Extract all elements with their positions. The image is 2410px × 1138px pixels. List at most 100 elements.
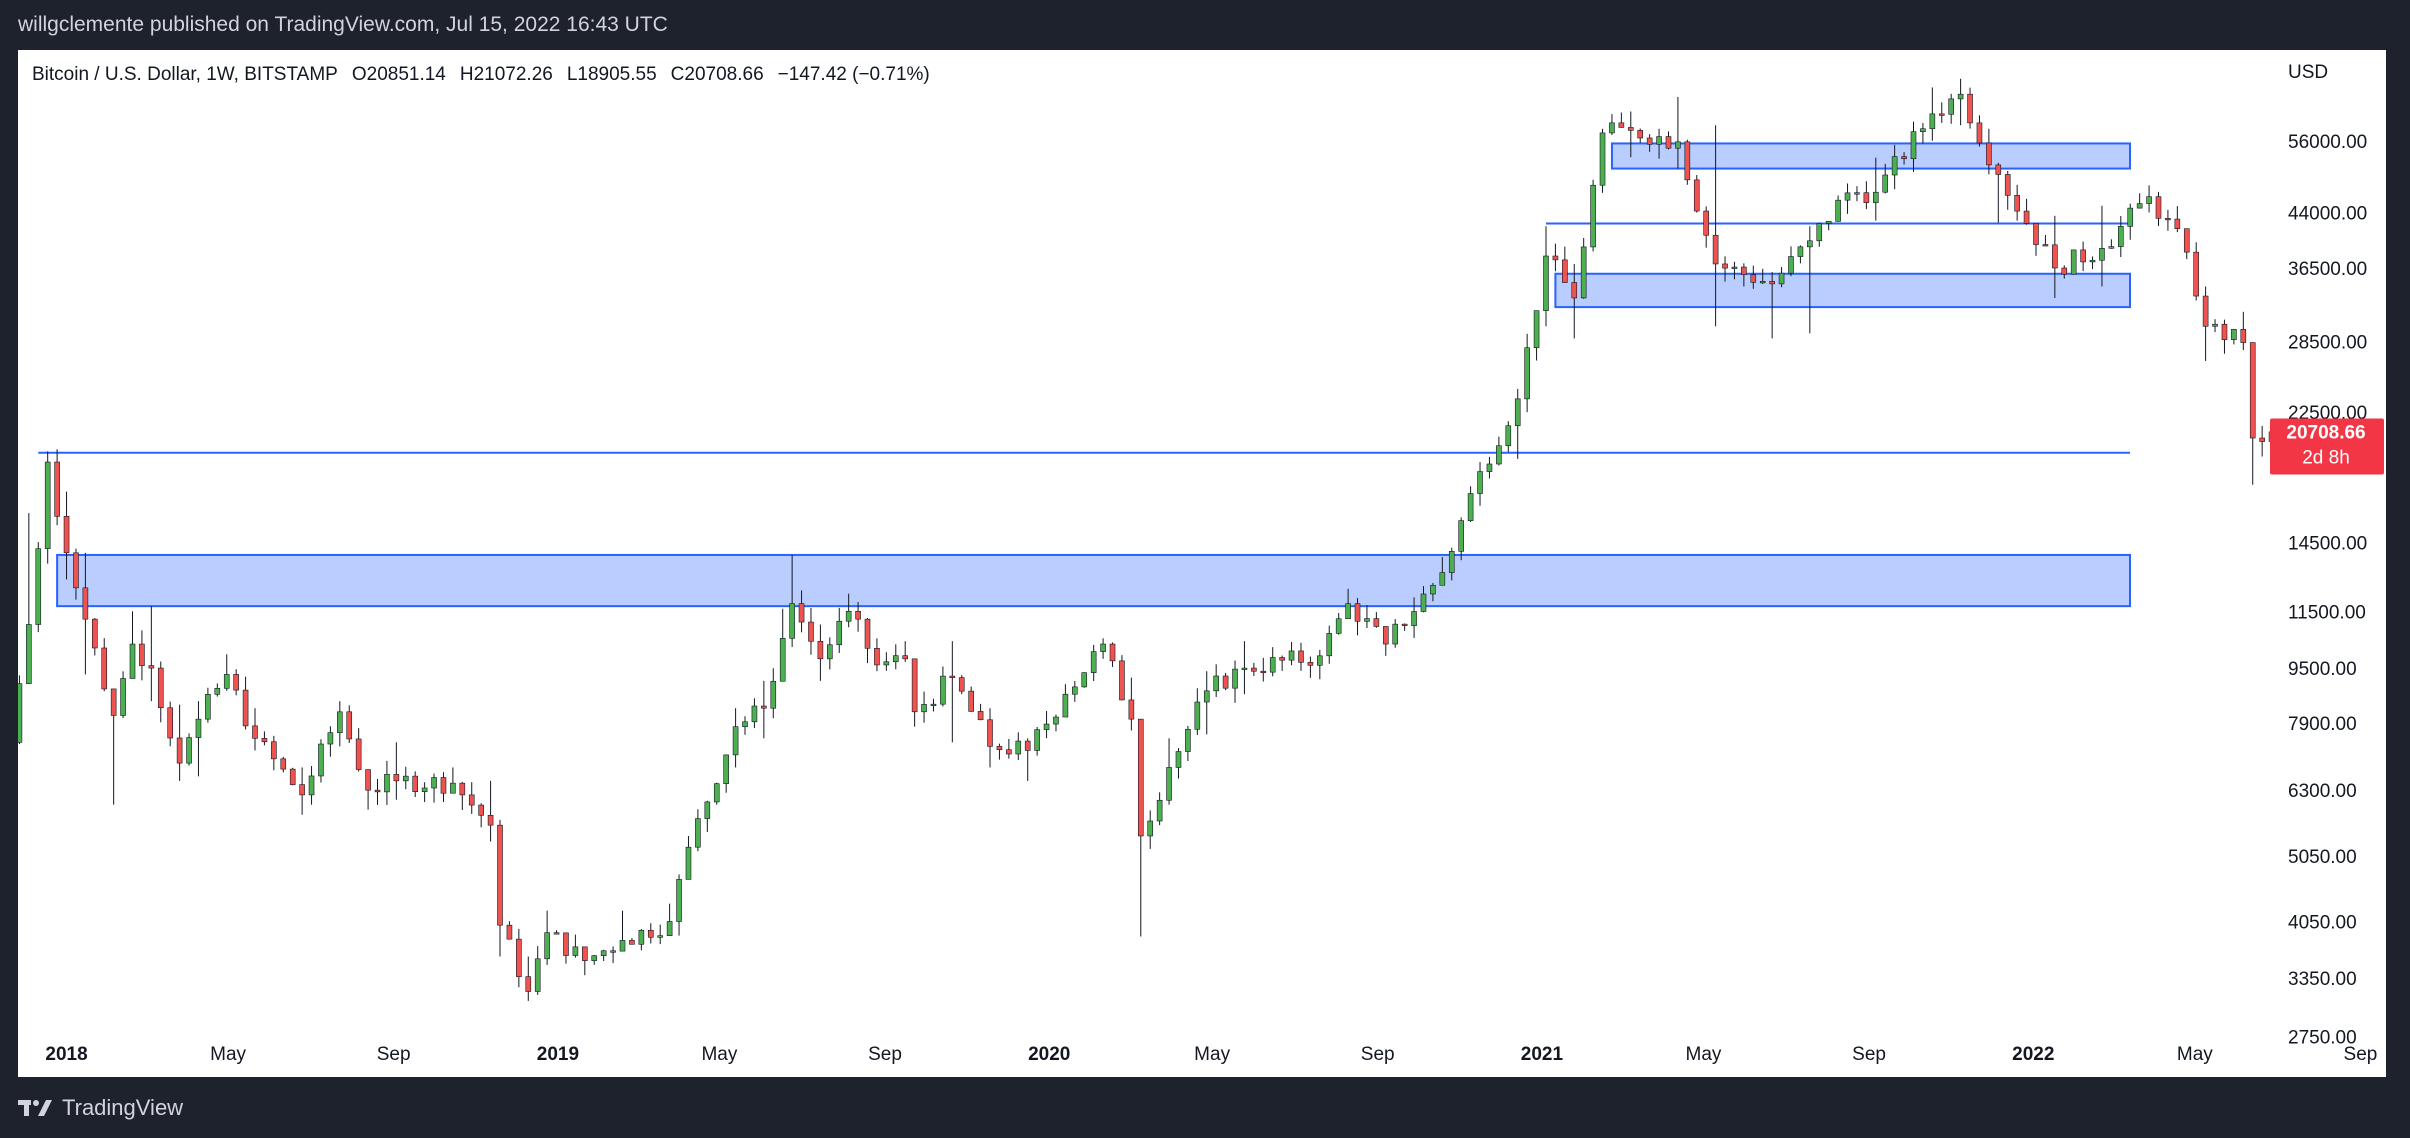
candle-body <box>789 603 795 639</box>
candle <box>1477 462 1483 506</box>
candle-body <box>1015 740 1022 755</box>
candle-body <box>761 705 767 709</box>
candle-body <box>233 674 239 691</box>
candle-body <box>1656 136 1662 145</box>
candle-body <box>544 932 550 960</box>
candle <box>723 754 729 793</box>
candle-body <box>1872 191 1879 203</box>
candle <box>412 771 418 798</box>
candle <box>902 641 909 662</box>
candle-body <box>2155 196 2162 219</box>
candle <box>968 686 974 712</box>
candle <box>1279 655 1285 671</box>
candle-body <box>1637 130 1644 139</box>
candle-body <box>2004 174 2011 196</box>
candle-body <box>798 603 805 623</box>
candle-body <box>657 935 664 938</box>
candle-body <box>374 789 381 793</box>
candle-body <box>1722 263 1728 269</box>
candle <box>1213 664 1219 698</box>
candle-body <box>742 721 748 727</box>
last-price-badge: 20708.66 2d 8h <box>2270 418 2384 475</box>
candle-body <box>2014 195 2020 212</box>
candle <box>176 704 183 781</box>
candle-body <box>2212 323 2218 327</box>
candle-body <box>35 548 42 625</box>
candle <box>1995 162 2002 223</box>
candle-body <box>440 777 447 794</box>
candle <box>1910 121 1917 172</box>
candle-body <box>355 738 362 770</box>
candle <box>195 701 202 777</box>
time-tick-label: 2018 <box>45 1044 87 1065</box>
candlestick-chart[interactable]: 2018 May Sep 2019 May Sep 2020 May Sep 2021 May Sep… <box>7 50 2386 1077</box>
candle <box>365 769 371 810</box>
legend-symbol: Bitcoin / U.S. Dollar, 1W, BITSTAMP <box>32 64 338 85</box>
candle <box>525 956 532 1001</box>
candle-body <box>1703 210 1709 236</box>
candle-body <box>1957 93 1964 100</box>
candle <box>167 701 173 747</box>
candle-body <box>1345 603 1351 620</box>
candle-body <box>2193 251 2199 297</box>
legend-open: O20851.14 <box>352 64 446 85</box>
candle <box>1222 672 1229 691</box>
candle <box>1109 642 1116 667</box>
candle <box>1741 263 1747 287</box>
candle <box>35 542 42 633</box>
candle <box>1703 206 1709 248</box>
candle <box>421 782 428 803</box>
candle-body <box>261 738 268 743</box>
candle <box>2108 239 2115 249</box>
candle <box>73 548 79 600</box>
candle-body <box>1298 650 1304 663</box>
candle-body <box>2033 223 2039 245</box>
candle <box>2033 223 2039 256</box>
candle-body <box>1486 463 1493 472</box>
candle-body <box>2089 259 2096 263</box>
candle <box>977 703 984 721</box>
candle-body <box>1816 223 1823 242</box>
candle-body <box>2061 267 2068 275</box>
candle-body <box>1392 623 1399 645</box>
candle-body <box>459 782 466 796</box>
candle <box>1807 226 1813 334</box>
candle <box>930 698 937 712</box>
candle-body <box>1684 141 1691 181</box>
candle <box>1986 128 1992 175</box>
candle-body <box>836 620 843 646</box>
candle <box>2052 215 2058 298</box>
candle-body <box>327 732 334 745</box>
chart-panel[interactable]: 2018 May Sep 2019 May Sep 2020 May Sep 2021 May Sep… <box>7 50 2386 1077</box>
candle <box>713 782 720 805</box>
symbol-legend[interactable]: Bitcoin / U.S. Dollar, 1W, BITSTAMP O2085… <box>32 64 930 85</box>
candle-body <box>1439 572 1446 586</box>
price-axis: 56000.0044000.0036500.0028500.0022500.00… <box>2288 132 2367 1049</box>
candle <box>779 608 786 682</box>
candle <box>2249 342 2256 485</box>
candle <box>1392 619 1399 648</box>
price-tick-label: 3350.00 <box>2288 969 2357 990</box>
candle <box>892 644 899 670</box>
candle-body <box>289 768 296 785</box>
candle-body <box>186 737 192 764</box>
candle <box>629 937 635 945</box>
candle-body <box>73 552 79 589</box>
candle-body <box>977 711 984 721</box>
candle <box>1976 115 1983 147</box>
candle-body <box>2202 295 2209 327</box>
candle-body <box>1496 445 1502 465</box>
candle <box>2231 328 2237 345</box>
candle <box>1241 641 1248 695</box>
time-tick-label: 2021 <box>1521 1044 1564 1065</box>
candle-body <box>619 940 626 952</box>
brand-name: TradingView <box>62 1094 184 1120</box>
candle-body <box>1938 113 1945 116</box>
candle <box>1580 237 1587 299</box>
candle-body <box>666 921 673 936</box>
tradingview-logo[interactable]: TradingView <box>18 1095 183 1121</box>
time-tick-label: May <box>1686 1044 1722 1065</box>
candle-body <box>2127 207 2134 227</box>
candle <box>987 708 993 768</box>
candle <box>2183 228 2190 260</box>
